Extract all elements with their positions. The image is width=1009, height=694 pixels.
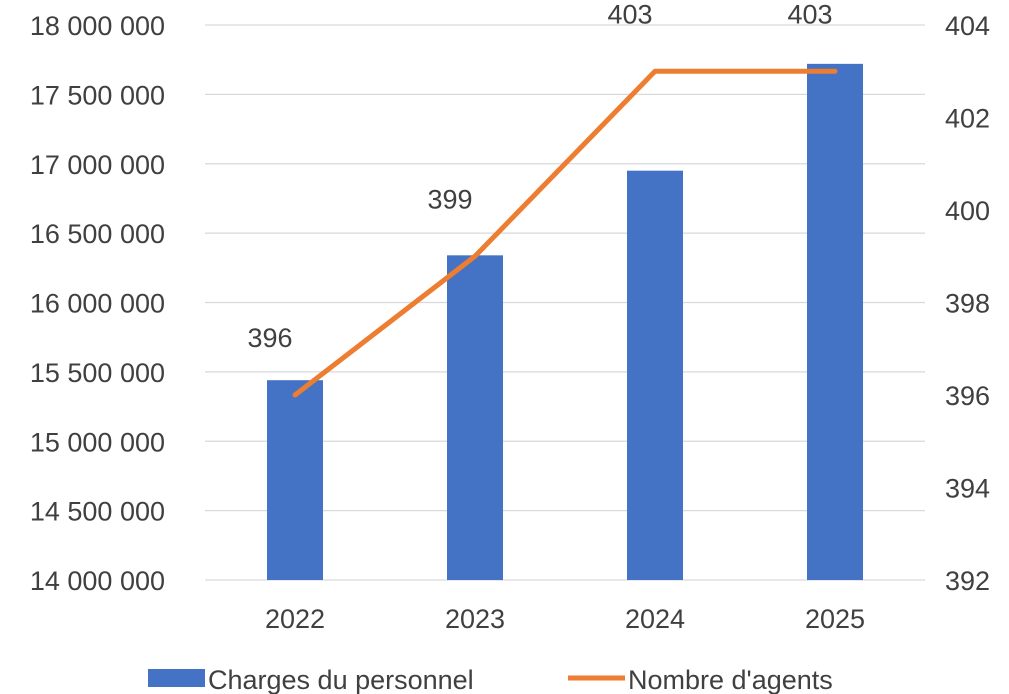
y-right-tick-label: 400 xyxy=(945,196,990,226)
x-tick-label: 2022 xyxy=(265,604,325,634)
y-left-tick-label: 16 500 000 xyxy=(30,219,165,249)
bar xyxy=(267,380,323,580)
data-labels: 396 399 403 403 xyxy=(247,0,832,353)
x-tick-label: 2024 xyxy=(625,604,685,634)
legend-swatch-charges xyxy=(148,669,205,687)
y-right-tick-label: 396 xyxy=(945,381,990,411)
legend-label-charges: Charges du personnel xyxy=(208,665,474,694)
y-left-tick-label: 17 500 000 xyxy=(30,80,165,110)
y-right-tick-label: 402 xyxy=(945,104,990,134)
data-label: 399 xyxy=(427,184,472,214)
y-left-tick-label: 14 500 000 xyxy=(30,497,165,527)
x-tick-label: 2025 xyxy=(805,604,865,634)
y-left-tick-label: 15 500 000 xyxy=(30,358,165,388)
y-right-tick-label: 392 xyxy=(945,566,990,596)
series-line xyxy=(292,68,838,398)
y-left-tick-label: 15 000 000 xyxy=(30,427,165,457)
y-left-tick-label: 14 000 000 xyxy=(30,566,165,596)
bar xyxy=(807,63,863,581)
y-axis-left: 14 000 000 14 500 000 15 000 000 15 500 000… xyxy=(30,11,165,596)
y-left-tick-label: 18 000 000 xyxy=(30,11,165,41)
y-axis-right: 392 394 396 398 400 402 404 xyxy=(945,11,990,596)
line-agents xyxy=(292,68,838,398)
legend: Charges du personnel Nombre d'agents xyxy=(148,665,833,694)
y-left-tick-label: 16 000 000 xyxy=(30,289,165,319)
y-right-tick-label: 394 xyxy=(945,474,990,504)
data-label: 396 xyxy=(247,323,292,353)
y-left-tick-label: 17 000 000 xyxy=(30,150,165,180)
y-right-tick-label: 398 xyxy=(945,289,990,319)
legend-label-agents: Nombre d'agents xyxy=(628,665,833,694)
x-tick-label: 2023 xyxy=(445,604,505,634)
bars-charges xyxy=(267,63,863,581)
x-axis: 2022 2023 2024 2025 xyxy=(265,604,865,634)
bar xyxy=(627,170,683,580)
data-label: 403 xyxy=(787,0,832,29)
y-right-tick-label: 404 xyxy=(945,11,990,41)
bar xyxy=(447,255,503,580)
data-label: 403 xyxy=(607,0,652,29)
